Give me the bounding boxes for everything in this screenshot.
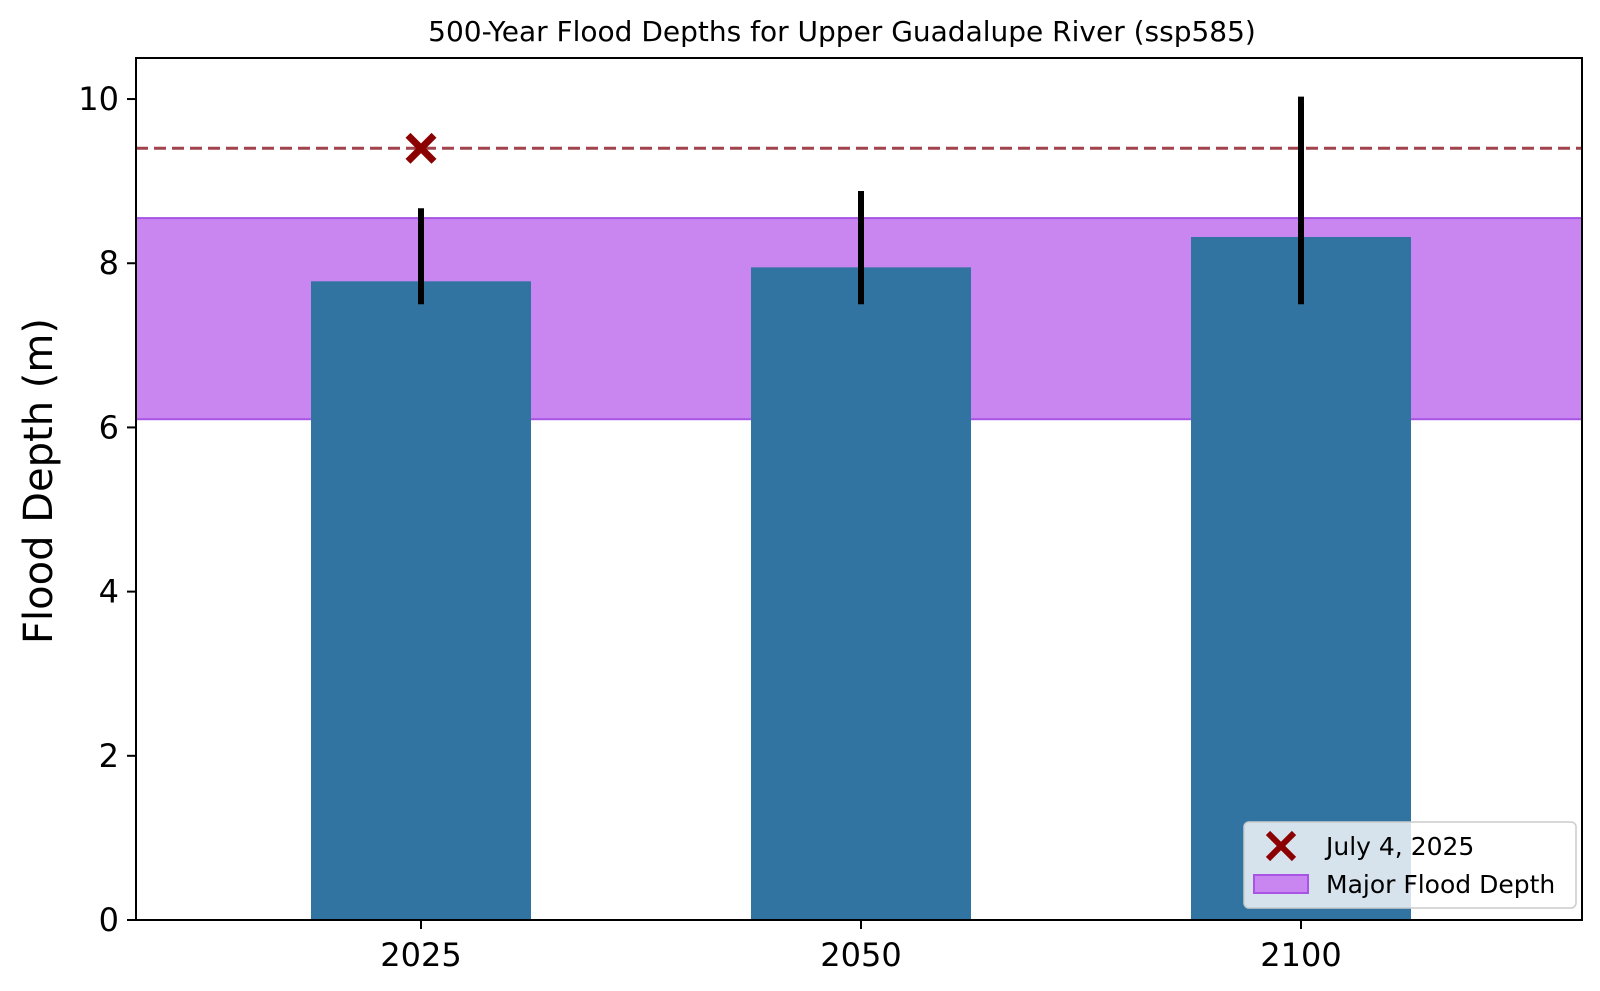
marker-stroke [405,132,437,164]
x-tick-label-2100: 2100 [1260,936,1341,974]
bar-2100 [1191,236,1411,920]
axes-frame [135,57,1583,921]
y-tick-label: 10 [78,80,119,118]
y-tick-label: 2 [99,737,119,775]
y-tick-label: 4 [99,573,119,611]
plot-area: 0 2 4 6 8 10 2025 2050 2100 July 4, 2025 Major Flo… [78,57,1583,974]
legend-label-observed: July 4, 2025 [1324,832,1474,861]
legend-marker-icon [1265,830,1297,862]
legend-box [1243,821,1577,909]
x-tick-label-2050: 2050 [820,936,901,974]
chart-title: 500-Year Flood Depths for Upper Guadalup… [428,15,1256,48]
y-tick-label: 8 [99,244,119,282]
bar-2025 [311,281,531,920]
legend-band-swatch [1253,874,1309,894]
x-tick-label-2025: 2025 [380,936,461,974]
legend: July 4, 2025 Major Flood Depth [1243,821,1577,909]
y-tick-label: 6 [99,408,119,446]
bar-2050 [751,267,971,920]
y-tick-label: 0 [99,901,119,939]
legend-label-band: Major Flood Depth [1326,870,1555,899]
y-axis-label: Flood Depth (m) [16,318,62,644]
observed-event-marker [405,132,437,164]
